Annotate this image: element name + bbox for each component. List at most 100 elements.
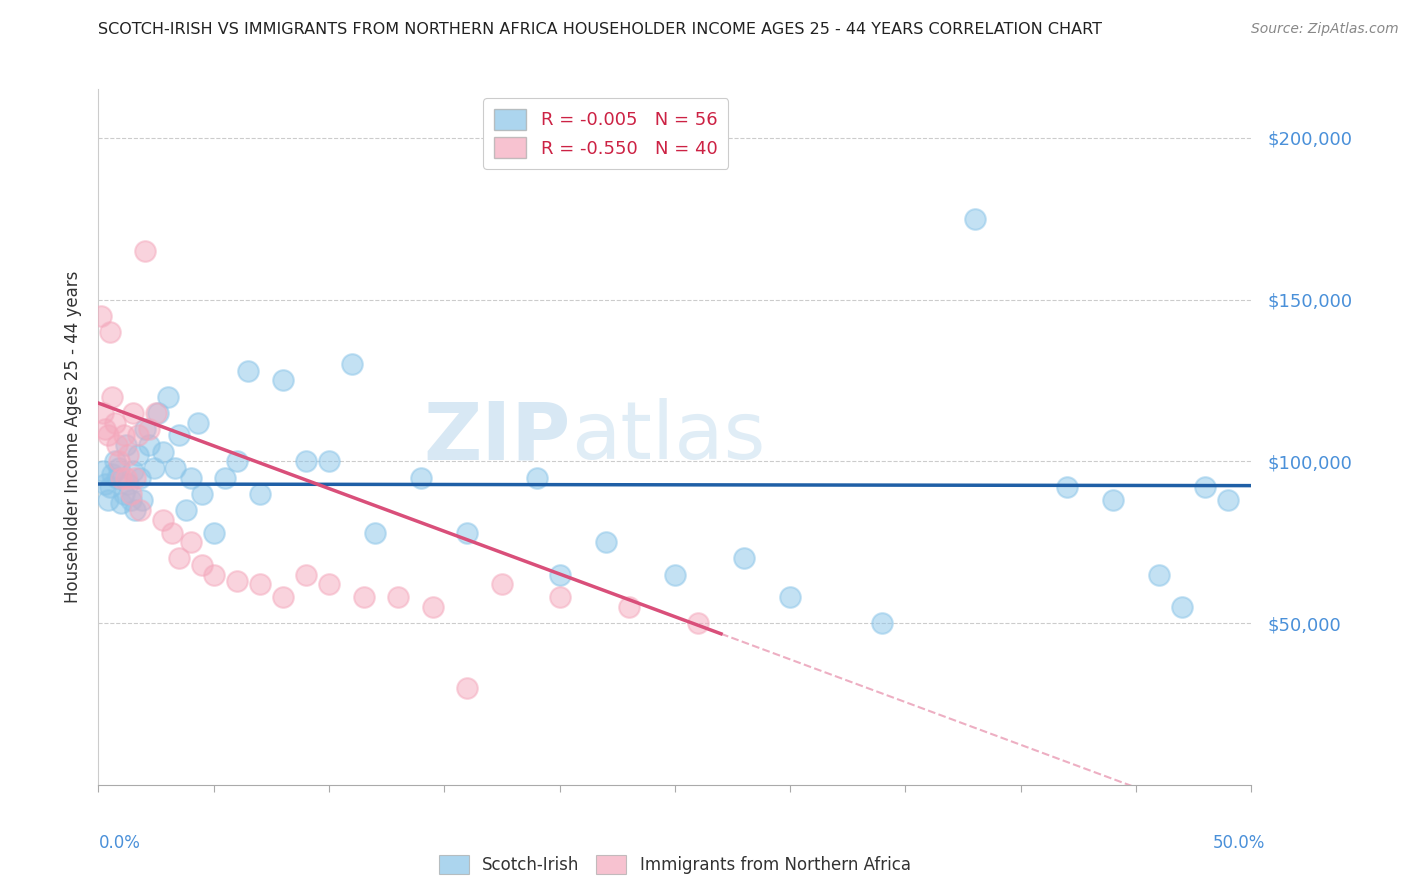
Point (138, 438, 160, 452)
Point (1171, 599, 1194, 614)
Point (202, 525, 225, 540)
Point (548, 567, 571, 582)
Point (115, 470, 138, 484)
Point (422, 599, 444, 614)
Point (872, 616, 894, 631)
Point (120, 493, 142, 508)
Point (105, 438, 128, 452)
Point (225, 574, 247, 588)
Point (963, 211, 986, 226)
Point (318, 577, 340, 591)
Point (120, 486, 142, 500)
Point (187, 416, 209, 430)
Point (134, 422, 156, 436)
Text: SCOTCH-IRISH VS IMMIGRANTS FROM NORTHERN AFRICA HOUSEHOLDER INCOME AGES 25 - 44 : SCOTCH-IRISH VS IMMIGRANTS FROM NORTHERN… (98, 22, 1102, 37)
Point (94, 422, 117, 436)
Point (238, 364, 260, 378)
Point (108, 460, 131, 475)
Point (340, 357, 363, 371)
Point (134, 244, 156, 258)
Point (617, 599, 640, 614)
Point (105, 470, 128, 484)
Point (160, 525, 183, 540)
Point (191, 558, 214, 572)
Point (1056, 480, 1078, 494)
Point (456, 525, 478, 540)
Point (152, 444, 174, 458)
Point (526, 470, 548, 484)
Point (225, 454, 247, 468)
Legend: Scotch-Irish, Immigrants from Northern Africa: Scotch-Irish, Immigrants from Northern A… (433, 848, 917, 881)
Point (271, 374, 294, 388)
Point (101, 390, 124, 404)
Point (145, 406, 167, 420)
Point (249, 577, 271, 591)
Point (364, 525, 387, 540)
Point (456, 681, 478, 695)
Point (295, 454, 318, 468)
Point (101, 467, 124, 482)
Point (167, 428, 190, 442)
Point (271, 591, 294, 605)
Y-axis label: Householder Income Ages 25 - 44 years: Householder Income Ages 25 - 44 years (63, 271, 82, 603)
Point (779, 591, 801, 605)
Point (127, 428, 149, 442)
Point (103, 416, 125, 430)
Point (138, 422, 160, 436)
Point (491, 577, 513, 591)
Point (664, 567, 686, 582)
Point (174, 503, 197, 517)
Point (110, 496, 132, 510)
Point (214, 470, 236, 484)
Point (142, 460, 165, 475)
Point (1194, 480, 1216, 494)
Point (94, 477, 117, 491)
Text: atlas: atlas (571, 398, 765, 476)
Point (115, 438, 138, 452)
Text: ZIP: ZIP (423, 398, 571, 476)
Point (156, 390, 179, 404)
Point (353, 591, 375, 605)
Point (1218, 493, 1240, 508)
Point (129, 470, 152, 484)
Point (108, 454, 131, 468)
Point (152, 513, 174, 527)
Text: 0.0%: 0.0% (98, 834, 141, 852)
Point (202, 567, 225, 582)
Point (411, 470, 433, 484)
Point (180, 470, 202, 484)
Text: 50.0%: 50.0% (1213, 834, 1265, 852)
Text: Source: ZipAtlas.com: Source: ZipAtlas.com (1251, 22, 1399, 37)
Point (1102, 493, 1125, 508)
Point (117, 448, 139, 462)
Point (249, 486, 271, 500)
Point (191, 486, 214, 500)
Point (97, 428, 120, 442)
Point (595, 535, 617, 549)
Point (98, 325, 121, 339)
Point (122, 464, 145, 478)
Point (131, 493, 153, 508)
Point (124, 503, 146, 517)
Point (1147, 567, 1170, 582)
Point (122, 406, 145, 420)
Point (686, 616, 709, 631)
Point (167, 551, 190, 566)
Point (97, 493, 120, 508)
Point (110, 470, 132, 484)
Point (387, 591, 409, 605)
Point (117, 477, 139, 491)
Point (91, 406, 114, 420)
Point (90, 309, 112, 323)
Point (98, 480, 121, 494)
Point (91, 464, 114, 478)
Point (163, 460, 186, 475)
Point (124, 470, 146, 484)
Point (112, 486, 135, 500)
Point (112, 428, 135, 442)
Point (129, 503, 152, 517)
Point (318, 454, 340, 468)
Point (127, 448, 149, 462)
Point (180, 535, 202, 549)
Point (148, 406, 170, 420)
